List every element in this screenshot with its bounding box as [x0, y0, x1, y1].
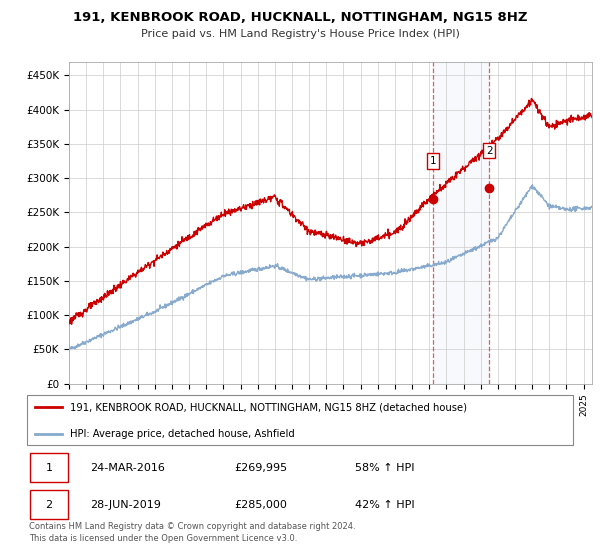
FancyBboxPatch shape — [30, 491, 68, 519]
Text: £269,995: £269,995 — [235, 463, 287, 473]
Text: 1: 1 — [430, 156, 436, 166]
Text: £285,000: £285,000 — [235, 500, 287, 510]
Bar — [433, 62, 489, 384]
Text: 42% ↑ HPI: 42% ↑ HPI — [355, 500, 414, 510]
Text: 58% ↑ HPI: 58% ↑ HPI — [355, 463, 414, 473]
Text: 2: 2 — [486, 146, 493, 156]
Text: Price paid vs. HM Land Registry's House Price Index (HPI): Price paid vs. HM Land Registry's House … — [140, 29, 460, 39]
Text: Contains HM Land Registry data © Crown copyright and database right 2024.
This d: Contains HM Land Registry data © Crown c… — [29, 522, 355, 543]
Text: 28-JUN-2019: 28-JUN-2019 — [90, 500, 161, 510]
FancyBboxPatch shape — [30, 454, 68, 482]
Text: 191, KENBROOK ROAD, HUCKNALL, NOTTINGHAM, NG15 8HZ: 191, KENBROOK ROAD, HUCKNALL, NOTTINGHAM… — [73, 11, 527, 24]
Text: 2: 2 — [45, 500, 52, 510]
Text: 24-MAR-2016: 24-MAR-2016 — [90, 463, 164, 473]
Text: 191, KENBROOK ROAD, HUCKNALL, NOTTINGHAM, NG15 8HZ (detached house): 191, KENBROOK ROAD, HUCKNALL, NOTTINGHAM… — [70, 403, 467, 412]
Text: HPI: Average price, detached house, Ashfield: HPI: Average price, detached house, Ashf… — [70, 429, 295, 439]
Text: 1: 1 — [46, 463, 52, 473]
